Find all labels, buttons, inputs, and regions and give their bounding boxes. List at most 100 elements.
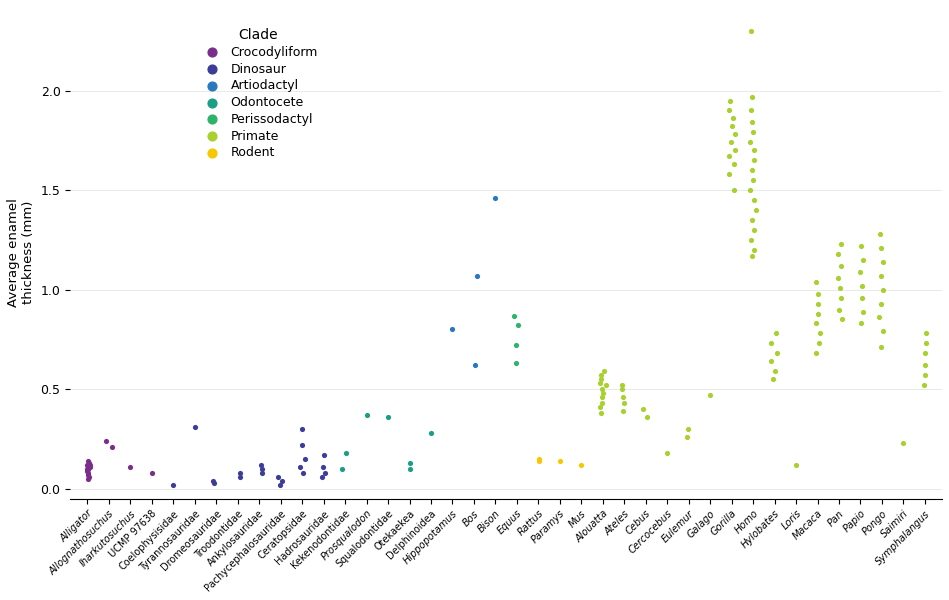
Point [104,442,120,452]
Point [748,205,763,215]
Point [270,472,286,482]
Point [574,460,589,470]
Point [614,385,629,394]
Point [871,313,886,322]
Point [593,370,608,380]
Point [789,460,804,470]
Point [832,283,847,292]
Point [488,193,503,203]
Point [744,166,759,175]
Point [81,464,96,473]
Point [80,466,95,476]
Point [99,436,114,446]
Point [830,273,846,283]
Point [122,462,138,472]
Point [721,169,736,179]
Point [809,277,824,286]
Point [80,464,95,473]
Point [531,454,547,464]
Point [295,468,310,478]
Point [854,293,869,302]
Point [83,460,98,470]
Point [918,370,933,380]
Point [81,470,96,479]
Point [726,113,741,123]
Point [636,404,651,414]
Point [726,160,741,169]
Point [875,257,890,266]
Point [919,338,934,348]
Point [764,338,779,348]
Point [423,428,438,438]
Point [402,464,418,473]
Point [679,432,695,442]
Point [596,367,611,376]
Point [743,106,758,115]
Point [594,392,609,402]
Point [727,145,742,155]
Point [166,480,181,490]
Point [809,349,824,358]
Legend: Crocodyliform, Dinosaur, Artiodactyl, Odontocete, Perissodactyl, Primate, Rodent: Crocodyliform, Dinosaur, Artiodactyl, Od… [195,23,323,164]
Point [660,448,675,458]
Point [275,476,290,485]
Point [746,175,761,185]
Point [765,374,780,384]
Point [509,341,524,350]
Point [746,195,761,205]
Point [811,338,827,348]
Point [82,458,97,467]
Point [724,137,739,147]
Point [334,464,349,473]
Point [722,96,737,106]
Point [744,215,759,225]
Point [233,472,248,482]
Point [272,480,288,490]
Point [743,235,758,245]
Y-axis label: Average enamel
thickness (mm): Average enamel thickness (mm) [7,199,35,307]
Point [615,392,630,402]
Point [743,137,758,147]
Point [875,285,890,295]
Point [468,361,483,370]
Point [511,320,526,330]
Point [292,462,307,472]
Point [80,468,95,478]
Point [919,329,934,338]
Point [294,424,309,434]
Point [639,412,654,422]
Point [79,460,94,470]
Point [856,255,871,265]
Point [254,468,270,478]
Point [314,472,329,482]
Point [764,356,779,366]
Point [853,267,868,277]
Point [747,225,762,235]
Point [768,367,783,376]
Point [445,325,460,334]
Point [596,388,611,398]
Point [318,468,333,478]
Point [531,456,547,466]
Point [918,349,933,358]
Point [617,398,632,408]
Point [746,155,761,165]
Point [834,239,849,248]
Point [615,406,630,416]
Point [469,271,484,280]
Point [254,464,270,473]
Point [834,314,849,324]
Point [833,261,848,271]
Point [853,319,868,328]
Point [232,468,247,478]
Point [680,424,696,434]
Point [552,456,568,466]
Point [813,329,828,338]
Point [509,358,524,368]
Point [359,410,374,420]
Point [726,185,741,195]
Point [809,319,824,328]
Point [206,478,221,488]
Point [747,145,762,155]
Point [721,106,736,115]
